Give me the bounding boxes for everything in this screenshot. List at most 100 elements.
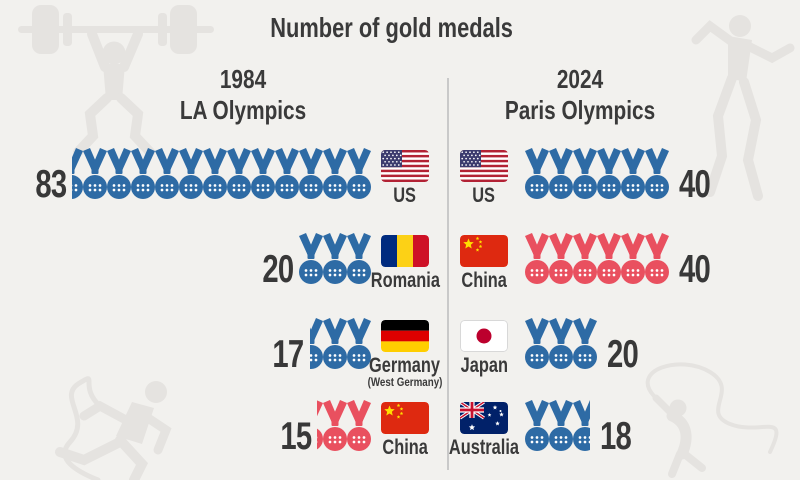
country-flag-block: Romania	[370, 235, 440, 292]
medal-strip	[309, 318, 371, 372]
gold-medal-icon	[299, 148, 323, 199]
flag-china-icon	[460, 235, 508, 267]
medal-count: 40	[679, 248, 711, 291]
gold-medal-icon	[347, 400, 371, 451]
gymnast-silhouette	[645, 362, 779, 478]
runner-silhouette	[55, 376, 172, 480]
gold-medal-icon	[573, 148, 597, 199]
flag-australia-icon	[460, 402, 508, 434]
gold-medal-icon	[525, 318, 549, 369]
page-title: Number of gold medals	[270, 12, 514, 43]
gold-medal-icon	[573, 400, 590, 451]
gold-medal-icon	[549, 318, 573, 369]
gold-medal-icon	[323, 148, 347, 199]
gold-medal-icon	[549, 400, 573, 451]
medal-count: 15	[279, 415, 312, 458]
gold-medal-icon	[525, 233, 549, 284]
medal-row-romania-1984: 20 Romania	[28, 233, 440, 293]
gold-medal-icon	[621, 148, 645, 199]
medal-row-china-1984: 15 China	[28, 400, 434, 460]
weightlifter-silhouette	[18, 5, 214, 157]
gold-medal-icon	[203, 148, 227, 199]
gold-medal-icon	[573, 233, 597, 284]
country-flag-block: China	[455, 235, 513, 292]
gold-medal-icon	[309, 318, 323, 369]
gold-medal-icon	[597, 148, 621, 199]
flag-us-icon	[381, 150, 429, 182]
column-header-2024: 2024 Paris Olympics	[450, 64, 710, 126]
column-header-1984: 1984 LA Olympics	[113, 64, 373, 126]
gold-medal-icon-partial	[72, 148, 83, 202]
gold-medal-icon	[179, 148, 203, 199]
medal-row-us-1984: 83	[28, 148, 434, 208]
country-flag-block: US	[455, 150, 513, 207]
gold-medal-icon	[323, 233, 347, 284]
event-label-right: Paris Olympics	[504, 95, 656, 125]
country-flag-block: Japan	[455, 320, 513, 377]
country-flag-block: China	[376, 402, 434, 459]
gold-medal-icon	[317, 400, 323, 450]
medal-count: 18	[599, 415, 632, 458]
country-flag-block: Australia	[449, 402, 519, 459]
gold-medal-icon	[347, 318, 371, 369]
gold-medal-icon	[621, 233, 645, 284]
gold-medal-icon	[645, 233, 669, 284]
gold-medal-icon	[323, 318, 347, 369]
flag-china-icon	[381, 402, 429, 434]
year-label-right: 2024	[556, 64, 604, 94]
gold-medal-icon	[597, 233, 621, 284]
medal-count: 20	[607, 333, 639, 376]
country-label: Japan	[460, 354, 508, 377]
country-label: China	[461, 269, 507, 292]
event-label-left: LA Olympics	[179, 95, 307, 125]
medal-strip	[525, 233, 669, 287]
gold-medal-icon-partial	[309, 318, 323, 372]
gold-medal-icon	[525, 400, 549, 451]
medal-row-australia-2024: Australia 18	[449, 400, 800, 460]
country-label: Germany	[369, 354, 441, 377]
medal-strip	[72, 148, 371, 202]
title-bar: Number of gold medals	[0, 12, 784, 44]
year-label-left: 1984	[219, 64, 267, 94]
gold-medal-icon	[573, 318, 597, 369]
gold-medal-icon	[72, 148, 83, 199]
medal-strip	[525, 148, 669, 202]
gold-medal-icon	[251, 148, 275, 199]
country-label: China	[382, 436, 428, 459]
gold-medal-icon	[131, 148, 155, 199]
country-label: US	[393, 184, 417, 207]
country-note: (West Germany)	[367, 377, 443, 389]
gold-medal-icon	[299, 233, 323, 284]
gold-medal-icon	[645, 148, 669, 199]
gold-medal-icon-partial	[573, 400, 590, 454]
flag-us-icon	[460, 150, 508, 182]
flag-romania-icon	[381, 235, 429, 267]
country-label: US	[472, 184, 496, 207]
gold-medal-icon	[549, 233, 573, 284]
gold-medal-icon	[155, 148, 179, 199]
gold-medal-icon	[107, 148, 131, 199]
gold-medal-icon	[83, 148, 107, 199]
gold-medal-icon	[323, 400, 347, 451]
medal-count: 20	[261, 248, 294, 291]
medal-count: 17	[272, 333, 305, 376]
medal-strip	[525, 400, 590, 454]
martial-artist-silhouette	[691, 15, 795, 201]
medal-strip	[299, 233, 371, 287]
medal-row-china-2024: China 40	[455, 233, 800, 293]
gold-medal-icon	[549, 148, 573, 199]
medal-strip	[317, 400, 371, 454]
gold-medal-icon	[275, 148, 299, 199]
gold-medal-icon	[227, 148, 251, 199]
country-label: Romania	[370, 269, 440, 292]
flag-germany-icon	[381, 320, 429, 352]
medal-row-us-2024: US 40	[455, 148, 800, 208]
medal-strip	[525, 318, 597, 372]
flag-japan-icon	[460, 320, 508, 352]
column-divider	[447, 78, 449, 470]
gold-medal-icon	[347, 233, 371, 284]
medal-row-japan-2024: Japan 20	[455, 318, 800, 378]
gold-medal-icon	[347, 148, 371, 199]
